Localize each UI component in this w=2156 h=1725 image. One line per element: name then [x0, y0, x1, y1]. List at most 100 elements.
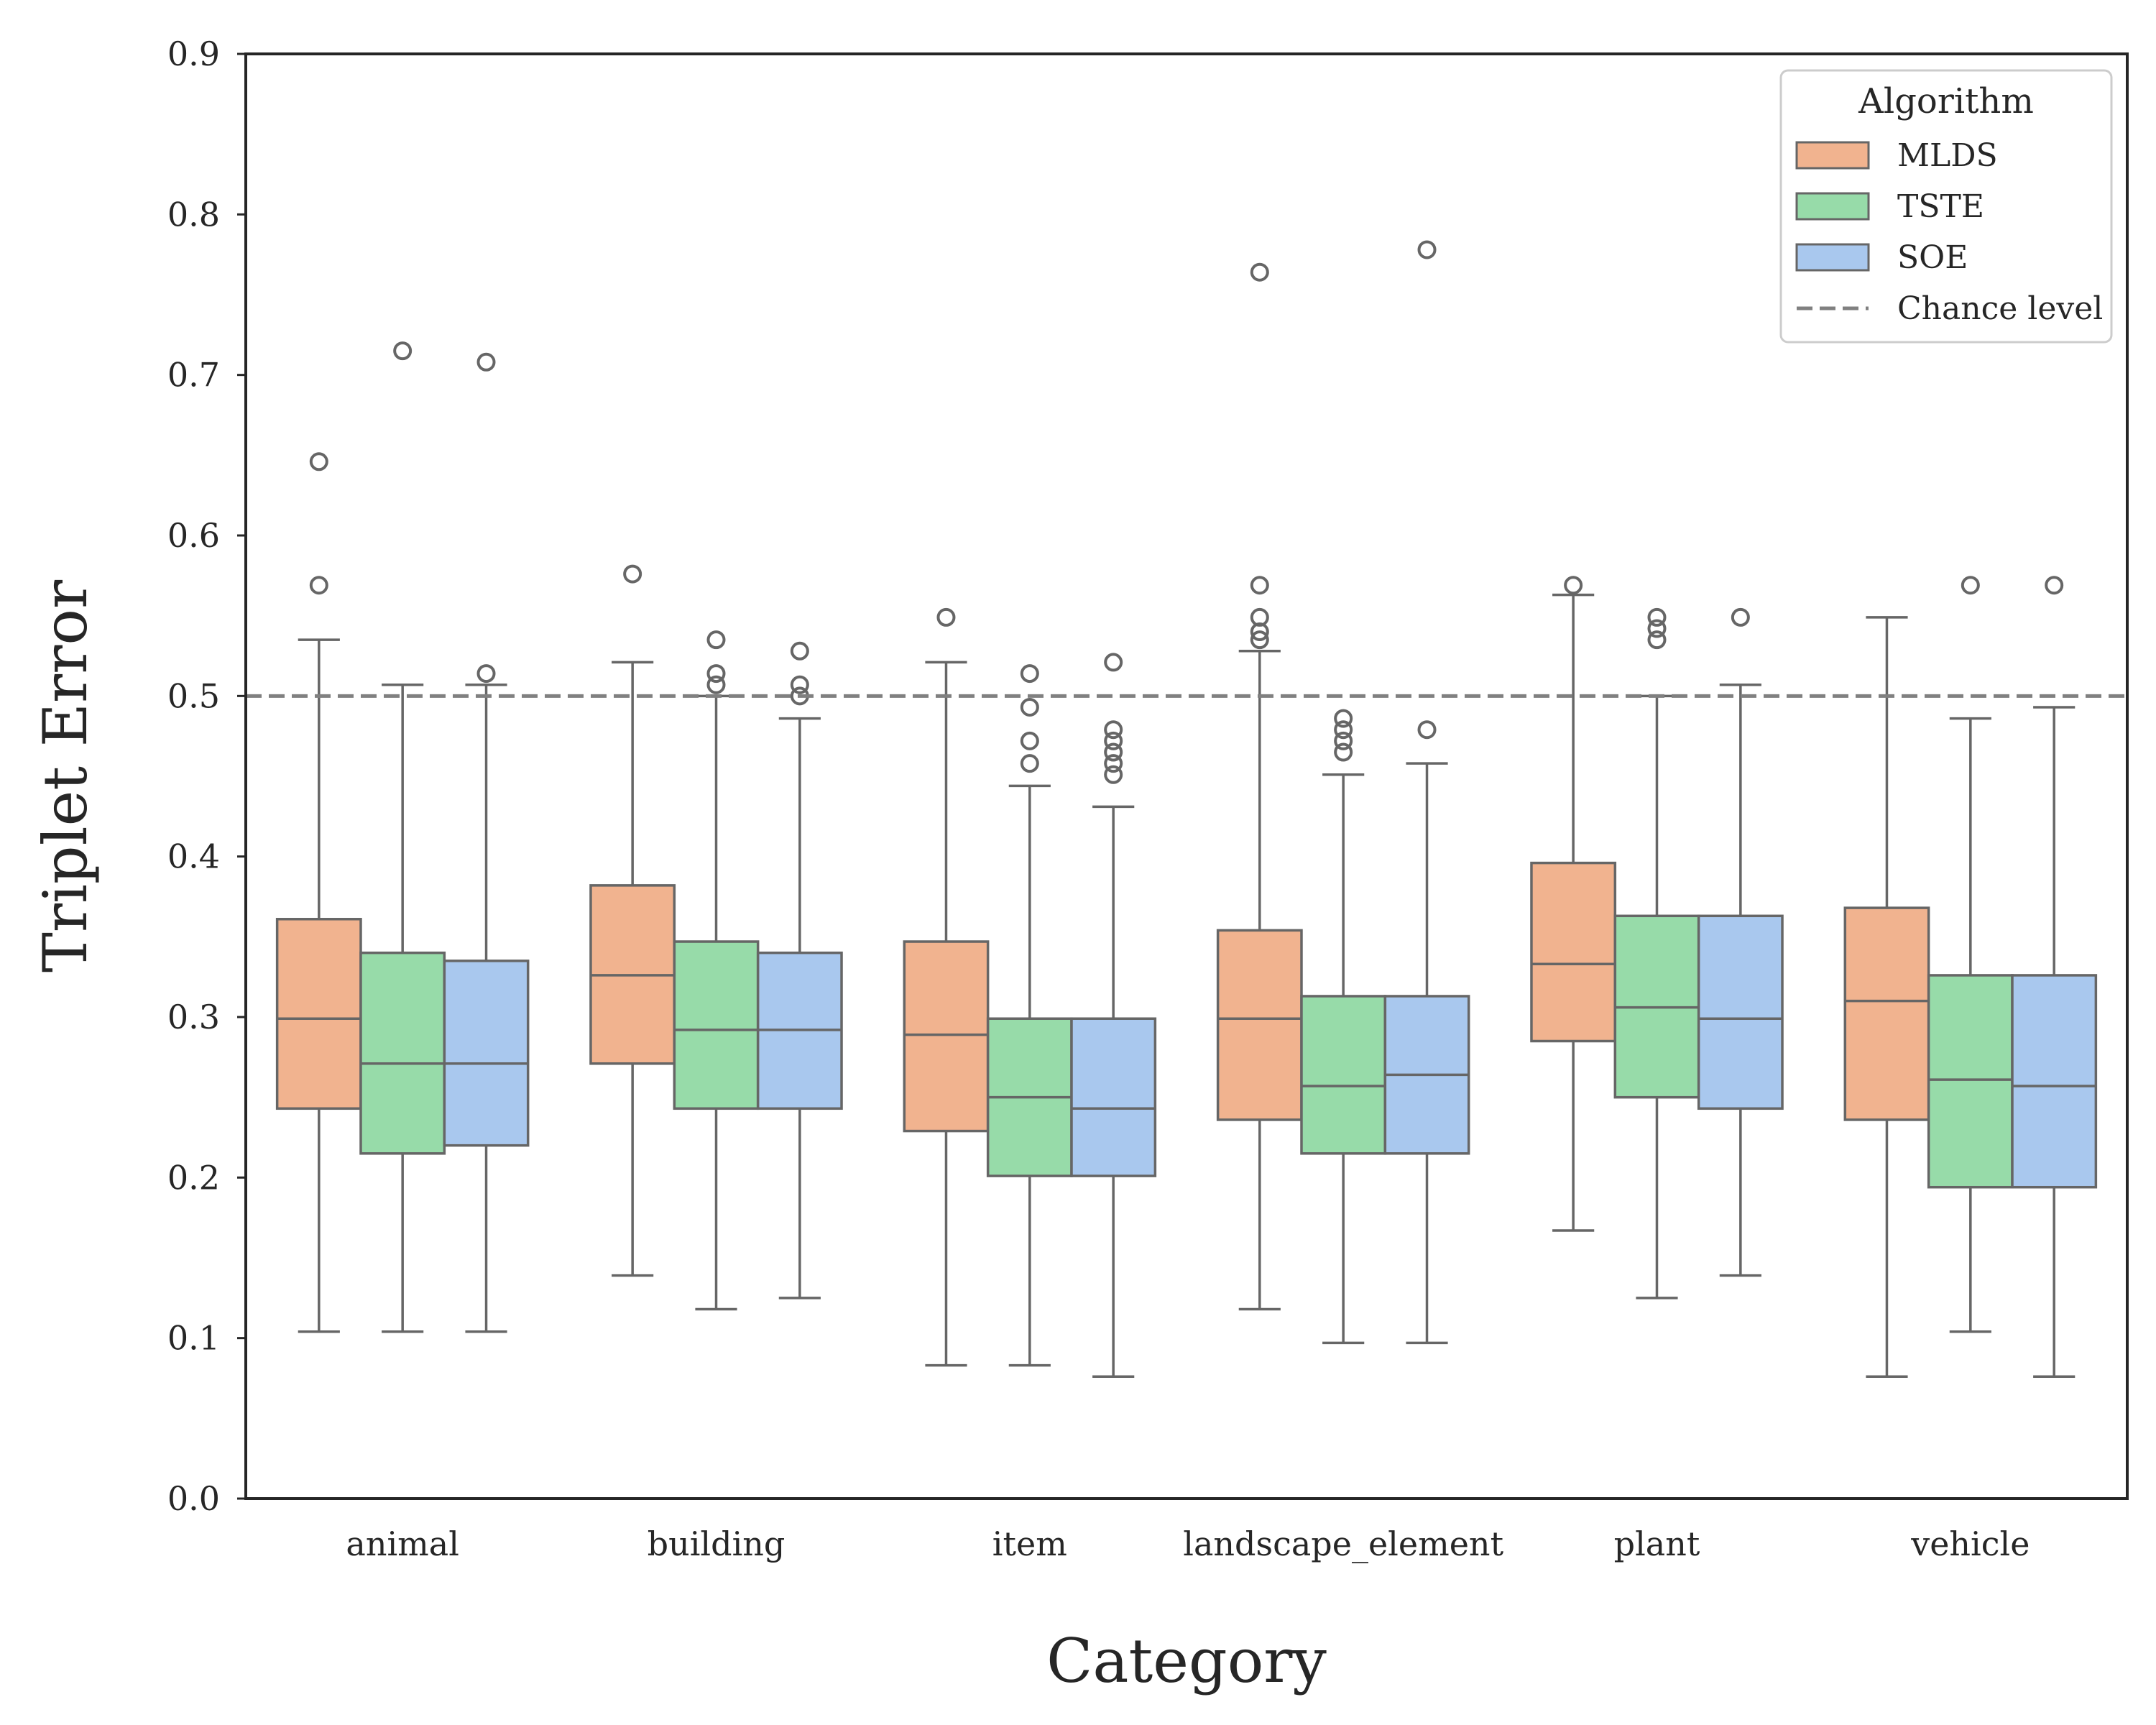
y-axis: 0.0 0.1 0.2 0.3 0.4 0.5 0.6 0.7 0.8 0.9 [167, 34, 246, 1518]
y-tick-label: 0.9 [167, 34, 220, 73]
legend-swatch-tste [1795, 192, 1870, 221]
iqr-box [1843, 906, 1930, 1121]
outlier-point [1731, 607, 1750, 627]
outlier-point [2045, 576, 2064, 595]
outlier-point [1104, 731, 1123, 750]
outlier-point [706, 664, 726, 684]
iqr-box [275, 918, 362, 1110]
legend-title: Algorithm [1858, 81, 2034, 121]
legend-entry-soe: SOE [1795, 239, 1968, 276]
outlier-point [1020, 731, 1039, 750]
legend-label-chance-level: Chance level [1897, 290, 2103, 327]
box-tste-vehicle [1927, 576, 2014, 1333]
outlier-point [1961, 576, 1980, 595]
outlier-point [1250, 630, 1269, 650]
iqr-box [903, 940, 990, 1133]
series-tste [359, 341, 2014, 1367]
legend-frame [1779, 69, 2113, 344]
y-tick-label: 0.6 [167, 516, 220, 555]
series-soe [443, 240, 2098, 1379]
outlier-point [1647, 619, 1667, 638]
outlier-point [1250, 607, 1269, 627]
outlier-point [1334, 731, 1353, 750]
x-tick-label-animal: animal [346, 1524, 459, 1563]
outlier-point [790, 641, 809, 661]
box-soe-plant [1697, 607, 1784, 1277]
outlier-point [1104, 653, 1123, 672]
legend-swatch-mlds [1795, 141, 1870, 170]
outlier-point [1020, 697, 1039, 717]
y-tick-label: 0.3 [167, 998, 220, 1036]
series-mlds [275, 262, 1930, 1379]
outlier-point [1564, 576, 1583, 595]
legend-entry-mlds: MLDS [1795, 137, 1998, 174]
y-tick-label: 0.2 [167, 1158, 220, 1197]
box-mlds-vehicle [1843, 616, 1930, 1379]
iqr-box [1070, 1017, 1157, 1177]
outlier-point [1020, 664, 1039, 684]
outlier-point [1334, 742, 1353, 762]
outlier-point [1104, 754, 1123, 773]
x-tick-label-building: building [648, 1524, 786, 1563]
box-mlds-item [903, 607, 990, 1367]
y-tick-label: 0.5 [167, 676, 220, 715]
y-tick-label: 0.7 [167, 356, 220, 395]
x-tick-label-vehicle: vehicle [1910, 1524, 2030, 1563]
outlier-point [706, 630, 726, 650]
box-mlds-animal [275, 452, 362, 1333]
box-soe-landscape-element [1383, 240, 1470, 1345]
outlier-point [1020, 754, 1039, 773]
outlier-point [790, 675, 809, 694]
outlier-point [1647, 630, 1667, 650]
iqr-box [1216, 929, 1303, 1121]
box-tste-building [673, 630, 760, 1311]
iqr-box [1927, 974, 2014, 1189]
x-tick-label-item: item [992, 1524, 1067, 1563]
box-mlds-landscape-element [1216, 262, 1303, 1311]
iqr-box [359, 951, 446, 1155]
x-axis-title: Category [1046, 1626, 1327, 1696]
iqr-box [1697, 914, 1784, 1110]
legend-entry-chance-level: Chance level [1797, 290, 2103, 327]
outlier-point [1647, 607, 1667, 627]
plot-area [246, 240, 2127, 1379]
box-mlds-plant [1530, 576, 1617, 1232]
outlier-point [309, 452, 328, 472]
iqr-box [443, 960, 530, 1147]
outlier-point [936, 607, 956, 627]
legend-label-tste: TSTE [1897, 188, 1984, 225]
outlier-point [476, 664, 496, 684]
box-tste-landscape-element [1300, 709, 1387, 1345]
iqr-box [1300, 995, 1387, 1155]
legend-label-soe: SOE [1897, 239, 1968, 276]
x-tick-label-plant: plant [1614, 1524, 1700, 1563]
box-soe-building [756, 641, 843, 1300]
y-tick-label: 0.0 [167, 1479, 220, 1518]
outlier-point [1417, 720, 1437, 740]
outlier-point [1250, 576, 1269, 595]
x-tick-label-landscape-element: landscape_element [1183, 1524, 1503, 1563]
legend-entry-tste: TSTE [1795, 188, 1984, 225]
outlier-point [1334, 709, 1353, 728]
y-tick-label: 0.1 [167, 1319, 220, 1358]
iqr-box [2011, 974, 2098, 1189]
box-tste-item [986, 664, 1073, 1367]
outlier-point [1104, 742, 1123, 762]
legend: Algorithm MLDS TSTE SOE Chance level [1779, 69, 2113, 344]
box-soe-vehicle [2011, 576, 2098, 1379]
iqr-box [673, 940, 760, 1110]
outlier-point [1417, 240, 1437, 259]
outlier-point [1104, 720, 1123, 740]
outlier-point [309, 576, 328, 595]
iqr-box [1530, 861, 1617, 1043]
box-mlds-building [589, 564, 676, 1277]
outlier-point [706, 675, 726, 694]
outlier-point [393, 341, 413, 361]
y-tick-label: 0.8 [167, 195, 220, 234]
box-soe-item [1070, 653, 1157, 1379]
x-axis: animal building item landscape_element plant… [346, 1524, 2030, 1563]
outlier-point [1334, 720, 1353, 740]
plot-frame [244, 52, 2129, 1500]
y-axis-title: Triplet Error [30, 579, 101, 972]
